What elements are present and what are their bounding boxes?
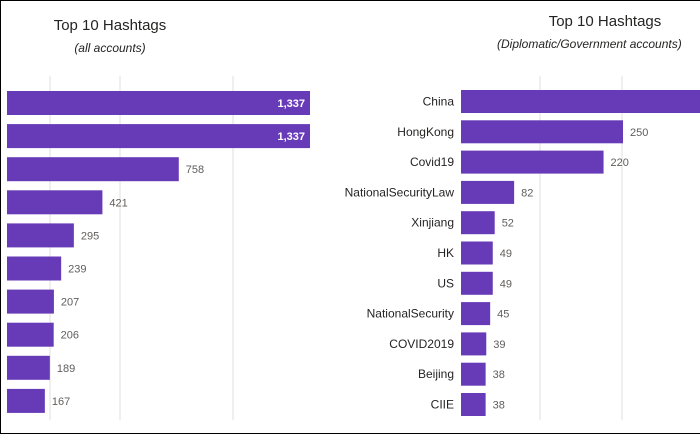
right-chart-title: Top 10 Hashtags [548, 13, 662, 30]
right-data-label-9: 38 [493, 369, 505, 381]
right-bar-8 [461, 332, 487, 356]
right-bar-3 [461, 180, 515, 204]
left-data-label-8: 189 [57, 363, 75, 375]
left-data-label-4: 295 [81, 230, 99, 242]
left-bar-7 [7, 322, 54, 347]
right-category-label-8: COVID2019 [389, 337, 454, 351]
right-data-label-3: 82 [521, 187, 533, 199]
right-bar-0 [461, 90, 700, 113]
left-bar-1 [7, 124, 310, 149]
left-bar-3 [7, 190, 103, 215]
left-bar-6 [7, 289, 54, 314]
right-bar-9 [461, 362, 486, 386]
left-data-label-1: 1,337 [277, 131, 305, 143]
right-category-label-2: Covid19 [410, 155, 454, 169]
right-bar-10 [461, 393, 486, 416]
right-category-label-6: US [437, 276, 454, 290]
right-data-label-8: 39 [493, 339, 505, 351]
left-bar-5 [7, 256, 62, 281]
left-bar-0 [7, 91, 310, 115]
left-data-label-3: 421 [109, 197, 127, 209]
left-bar-4 [7, 223, 74, 248]
right-bar-5 [461, 241, 493, 265]
left-data-label-9: 167 [52, 396, 70, 408]
right-data-label-6: 49 [500, 278, 512, 290]
right-category-label-3: NationalSecurityLaw [345, 185, 455, 199]
right-chart-subtitle: (Diplomatic/Government accounts) [497, 37, 682, 51]
right-category-label-5: HK [437, 246, 454, 260]
right-bar-2 [461, 150, 604, 174]
left-data-label-2: 758 [186, 164, 204, 176]
left-bar-9 [7, 388, 45, 413]
left-data-label-5: 239 [68, 264, 86, 276]
right-category-label-1: HongKong [397, 125, 454, 139]
right-bar-1 [461, 120, 623, 144]
left-bar-2 [7, 157, 179, 182]
right-category-label-7: NationalSecurity [367, 307, 454, 321]
left-data-label-6: 207 [61, 297, 79, 309]
right-category-label-0: China [423, 95, 455, 109]
right-data-label-1: 250 [630, 127, 648, 139]
left-data-label-0: 1,337 [277, 98, 305, 110]
left-bar-8 [7, 355, 50, 380]
right-data-label-10: 38 [493, 400, 505, 412]
right-category-label-9: Beijing [418, 367, 454, 381]
right-data-label-5: 49 [500, 248, 512, 260]
right-category-label-10: CIIE [431, 398, 454, 412]
left-chart-title: Top 10 Hashtags [53, 17, 167, 34]
right-category-label-4: Xinjiang [411, 216, 454, 230]
right-bar-6 [461, 271, 493, 295]
left-data-label-7: 206 [61, 330, 79, 342]
right-data-label-4: 52 [502, 218, 514, 230]
right-data-label-7: 45 [497, 309, 509, 321]
left-chart-subtitle: (all accounts) [74, 41, 146, 55]
right-bar-4 [461, 211, 495, 235]
right-bar-7 [461, 302, 491, 326]
right-data-label-2: 220 [611, 157, 629, 169]
